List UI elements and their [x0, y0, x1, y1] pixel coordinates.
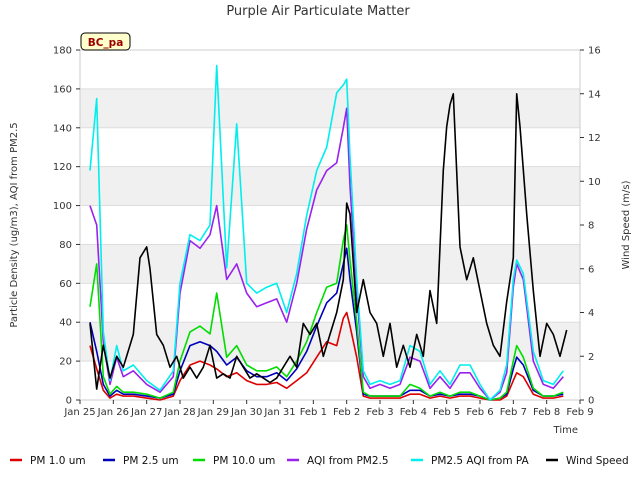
y-tick-label: 180: [53, 46, 72, 57]
x-tick-label: Jan 25: [63, 407, 95, 418]
y-tick-label: 140: [53, 123, 72, 134]
x-tick-label: Feb 8: [533, 407, 560, 418]
site-badge-label: BC_pa: [88, 37, 124, 49]
x-tick-label: Jan 29: [197, 407, 229, 418]
background-band: [80, 166, 580, 206]
y-tick-label: 160: [53, 84, 72, 95]
y-tick-label: 40: [59, 318, 72, 329]
series-line-wind-speed: [89, 93, 568, 390]
legend-label: Wind Speed: [566, 455, 629, 467]
series-lines: [89, 64, 568, 401]
background-band: [80, 244, 580, 284]
x-tick-label: Feb 6: [466, 407, 493, 418]
y2-tick-label: 12: [588, 133, 601, 144]
y2-tick-label: 10: [588, 177, 601, 188]
y2-tick-label: 8: [588, 221, 594, 232]
x-tick-label: Feb 4: [400, 407, 427, 418]
y-axis-label: Particle Density (ug/m3), AQI from PM2.5: [9, 122, 20, 327]
x-tick-label: Feb 3: [366, 407, 393, 418]
x-tick-label: Feb 5: [433, 407, 460, 418]
x-axis-label: Time: [553, 425, 578, 436]
x-tick-label: Feb 9: [566, 407, 593, 418]
series-line-pm2-5-aqi-from-pa: [89, 64, 564, 401]
y-tick-label: 0: [66, 396, 72, 407]
y-tick-label: 20: [59, 357, 72, 368]
x-tick-label: Feb 1: [300, 407, 327, 418]
background-band: [80, 322, 580, 362]
x-tick-label: Feb 2: [333, 407, 360, 418]
y2-tick-label: 14: [588, 89, 601, 100]
x-tick-label: Jan 31: [263, 407, 295, 418]
y2-tick-label: 6: [588, 264, 594, 275]
y-tick-label: 80: [59, 240, 72, 251]
legend-label: PM2.5 AQI from PA: [431, 455, 530, 467]
y2-tick-label: 0: [588, 396, 594, 407]
y2-tick-label: 4: [588, 308, 594, 319]
y-axis-ticks: 0 20 40 60 80 100 120 140 160 180: [53, 46, 80, 407]
legend-label: PM 1.0 um: [30, 455, 86, 467]
background-bands: [80, 88, 580, 362]
x-tick-label: Jan 28: [163, 407, 195, 418]
x-axis-ticks: Jan 25 Jan 26 Jan 27 Jan 28 Jan 29 Jan 30 Jan …: [63, 400, 594, 418]
legend-label: PM 10.0 um: [213, 455, 275, 467]
legend-label: PM 2.5 um: [123, 455, 179, 467]
legend: PM 1.0 um PM 2.5 um PM 10.0 um AQI from PM2…: [10, 455, 629, 467]
y2-tick-label: 16: [588, 46, 601, 57]
y2-axis-ticks: 0 2 4 6 8 10 12 14 16: [580, 46, 601, 407]
y2-axis-label: Wind Speed (m/s): [621, 180, 632, 269]
x-tick-label: Jan 27: [130, 407, 162, 418]
site-badge: BC_pa: [80, 32, 131, 51]
legend-label: AQI from PM2.5: [307, 455, 389, 467]
chart-title: Purple Air Particulate Matter: [226, 4, 410, 19]
y2-tick-label: 2: [588, 352, 594, 363]
x-tick-label: Feb 7: [500, 407, 527, 418]
x-tick-label: Jan 30: [230, 407, 262, 418]
y-tick-label: 100: [53, 201, 72, 212]
y-tick-label: 60: [59, 279, 72, 290]
x-tick-label: Jan 26: [97, 407, 129, 418]
y-tick-label: 120: [53, 162, 72, 173]
background-band: [80, 88, 580, 128]
